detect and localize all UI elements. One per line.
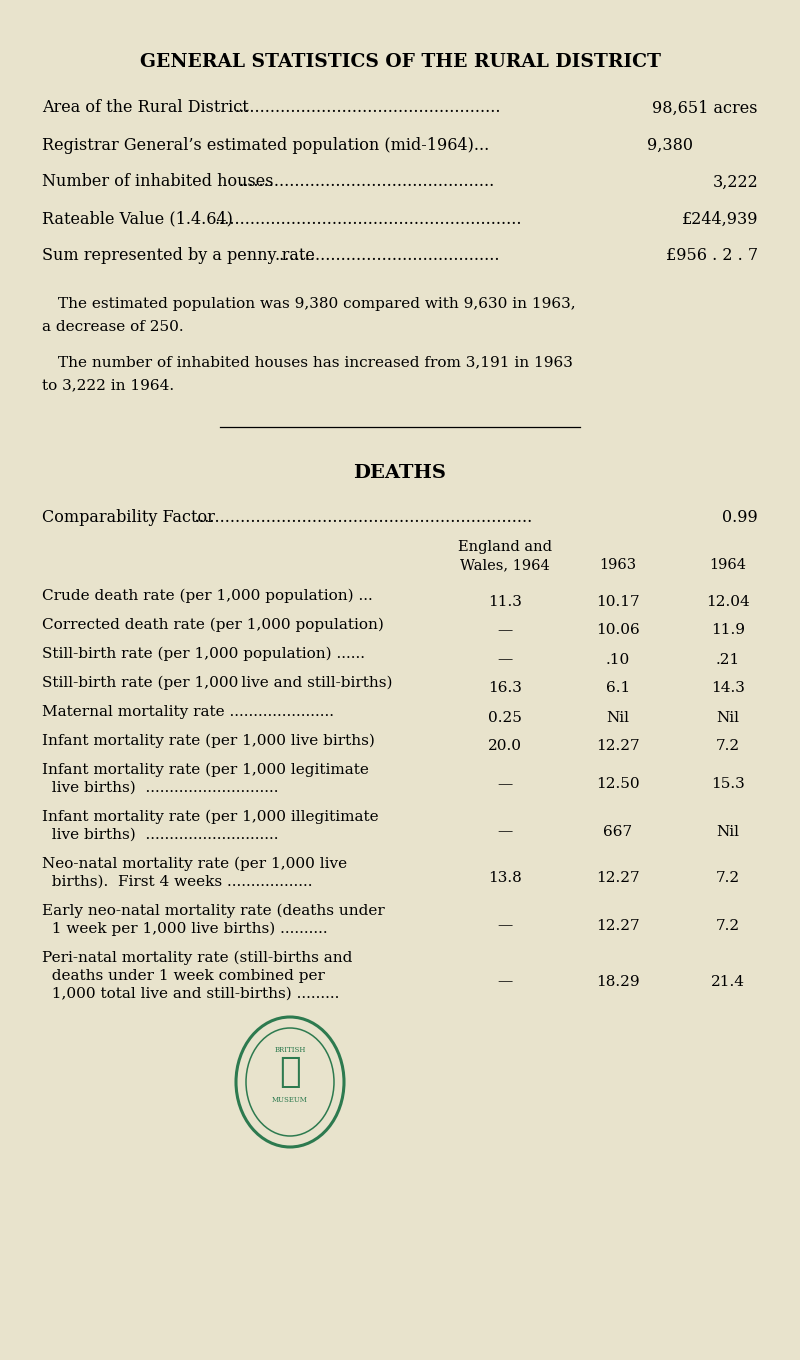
Text: Sum represented by a penny rate: Sum represented by a penny rate <box>42 248 320 264</box>
Text: DEATHS: DEATHS <box>354 464 446 481</box>
Text: Nil: Nil <box>717 710 739 725</box>
Text: Nil: Nil <box>606 710 630 725</box>
Text: 11.9: 11.9 <box>711 623 745 638</box>
Text: 1963: 1963 <box>599 558 637 573</box>
Text: ..................................................: ........................................… <box>238 174 494 190</box>
Text: —: — <box>498 824 513 839</box>
Text: a decrease of 250.: a decrease of 250. <box>42 320 184 335</box>
Text: deaths under 1 week combined per: deaths under 1 week combined per <box>42 968 325 983</box>
Text: live births)  ............................: live births) ...........................… <box>42 828 278 842</box>
Text: 9,380: 9,380 <box>647 136 693 154</box>
Text: 7.2: 7.2 <box>716 918 740 933</box>
Text: 7.2: 7.2 <box>716 872 740 885</box>
Text: The estimated population was 9,380 compared with 9,630 in 1963,: The estimated population was 9,380 compa… <box>58 296 576 311</box>
Text: ....................................................: ........................................… <box>234 99 501 117</box>
Text: 10.17: 10.17 <box>596 594 640 608</box>
Text: 0.25: 0.25 <box>488 710 522 725</box>
Text: Maternal mortality rate ......................: Maternal mortality rate ................… <box>42 704 334 719</box>
Text: GENERAL STATISTICS OF THE RURAL DISTRICT: GENERAL STATISTICS OF THE RURAL DISTRICT <box>139 53 661 71</box>
Text: Corrected death rate (per 1,000 population): Corrected death rate (per 1,000 populati… <box>42 617 384 632</box>
Text: MUSEUM: MUSEUM <box>272 1096 308 1104</box>
Text: —: — <box>498 653 513 666</box>
Text: 20.0: 20.0 <box>488 740 522 753</box>
Text: Still-birth rate (per 1,000 population) ......: Still-birth rate (per 1,000 population) … <box>42 647 365 661</box>
Text: The number of inhabited houses has increased from 3,191 in 1963: The number of inhabited houses has incre… <box>58 355 573 369</box>
Text: Number of inhabited houses: Number of inhabited houses <box>42 174 278 190</box>
Text: £956 . 2 . 7: £956 . 2 . 7 <box>666 248 758 264</box>
Text: 98,651 acres: 98,651 acres <box>653 99 758 117</box>
Text: 6.1: 6.1 <box>606 681 630 695</box>
Text: 1,000 total live and still-births) .........: 1,000 total live and still-births) .....… <box>42 987 339 1001</box>
Text: Nil: Nil <box>717 824 739 839</box>
Text: Area of the Rural District: Area of the Rural District <box>42 99 254 117</box>
Text: Early neo-natal mortality rate (deaths under: Early neo-natal mortality rate (deaths u… <box>42 904 385 918</box>
Text: 13.8: 13.8 <box>488 872 522 885</box>
Text: 12.04: 12.04 <box>706 594 750 608</box>
Text: Crude death rate (per 1,000 population) ...: Crude death rate (per 1,000 population) … <box>42 589 373 604</box>
Text: Wales, 1964: Wales, 1964 <box>460 558 550 573</box>
Text: —: — <box>498 778 513 792</box>
Text: 0.99: 0.99 <box>722 509 758 525</box>
Text: 1964: 1964 <box>710 558 746 573</box>
Text: .10: .10 <box>606 653 630 666</box>
Text: ............................................: ........................................… <box>274 248 499 264</box>
Text: ..................................................................: ........................................… <box>194 509 532 525</box>
Text: 7.2: 7.2 <box>716 740 740 753</box>
Text: Peri-natal mortality rate (still-births and: Peri-natal mortality rate (still-births … <box>42 951 352 966</box>
Text: —: — <box>498 623 513 638</box>
Text: England and: England and <box>458 540 552 554</box>
Text: ♕: ♕ <box>279 1055 301 1089</box>
Text: 12.50: 12.50 <box>596 778 640 792</box>
Text: Infant mortality rate (per 1,000 live births): Infant mortality rate (per 1,000 live bi… <box>42 734 375 748</box>
Text: Registrar General’s estimated population (mid-1964)...: Registrar General’s estimated population… <box>42 136 490 154</box>
Text: 15.3: 15.3 <box>711 778 745 792</box>
Text: —: — <box>498 918 513 933</box>
Text: 11.3: 11.3 <box>488 594 522 608</box>
Text: births).  First 4 weeks ..................: births). First 4 weeks .................… <box>42 874 313 889</box>
Text: 18.29: 18.29 <box>596 975 640 989</box>
Text: live births)  ............................: live births) ...........................… <box>42 781 278 796</box>
Text: Comparability Factor: Comparability Factor <box>42 509 220 525</box>
Text: BRITISH: BRITISH <box>274 1046 306 1054</box>
Text: —: — <box>498 975 513 989</box>
Text: Neo-natal mortality rate (per 1,000 live: Neo-natal mortality rate (per 1,000 live <box>42 857 347 872</box>
Text: £244,939: £244,939 <box>682 211 758 227</box>
Text: Rateable Value (1.4.64): Rateable Value (1.4.64) <box>42 211 238 227</box>
Text: Infant mortality rate (per 1,000 illegitimate: Infant mortality rate (per 1,000 illegit… <box>42 809 378 824</box>
Text: 1 week per 1,000 live births) ..........: 1 week per 1,000 live births) .......... <box>42 922 328 936</box>
Text: ............................................................: ........................................… <box>214 211 522 227</box>
Text: 14.3: 14.3 <box>711 681 745 695</box>
Text: Still-birth rate (per 1,000 live and still-births): Still-birth rate (per 1,000 live and sti… <box>42 676 393 690</box>
Text: 21.4: 21.4 <box>711 975 745 989</box>
Text: .21: .21 <box>716 653 740 666</box>
Text: 10.06: 10.06 <box>596 623 640 638</box>
Text: 3,222: 3,222 <box>712 174 758 190</box>
Text: 12.27: 12.27 <box>596 872 640 885</box>
Text: 667: 667 <box>603 824 633 839</box>
Text: Infant mortality rate (per 1,000 legitimate: Infant mortality rate (per 1,000 legitim… <box>42 763 369 777</box>
Text: 12.27: 12.27 <box>596 918 640 933</box>
Text: 16.3: 16.3 <box>488 681 522 695</box>
Text: 12.27: 12.27 <box>596 740 640 753</box>
Text: to 3,222 in 1964.: to 3,222 in 1964. <box>42 378 174 392</box>
